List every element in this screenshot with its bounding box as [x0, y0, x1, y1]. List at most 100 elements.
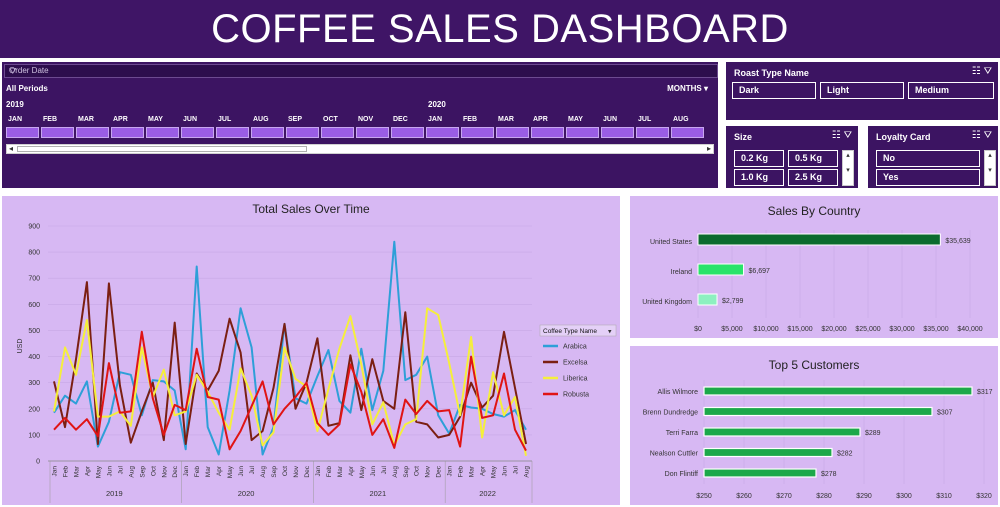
- timeline-level-dropdown[interactable]: MONTHS ▾: [667, 84, 708, 93]
- timeline-month-bar[interactable]: [601, 127, 634, 138]
- multi-select-icon[interactable]: ☷: [831, 130, 841, 141]
- timeline-month-label: MAY: [148, 116, 163, 123]
- year-label: 2022: [479, 489, 496, 498]
- legend-filter-button[interactable]: [539, 324, 617, 337]
- x-tick-label: Aug: [392, 466, 399, 478]
- category-label: Brenn Dundredge: [643, 410, 698, 417]
- chart-title: Sales By Country: [767, 204, 861, 218]
- timeline-month-bar[interactable]: [566, 127, 599, 138]
- timeline-month-label: JAN: [428, 116, 443, 123]
- data-label: $289: [865, 430, 881, 437]
- category-label: United Kingdom: [642, 299, 692, 306]
- x-tick-label: $280: [816, 493, 832, 500]
- timeline-month-bar[interactable]: [286, 127, 319, 138]
- slicer-item-no[interactable]: No: [876, 150, 980, 167]
- timeline-month-bar[interactable]: [146, 127, 179, 138]
- timeline-month-label: OCT: [323, 116, 338, 123]
- x-tick-label: Oct: [414, 466, 421, 476]
- timeline-month-bar[interactable]: [391, 127, 424, 138]
- scrollbar-thumb[interactable]: [17, 146, 307, 152]
- timeline-month-bar[interactable]: [181, 127, 214, 138]
- slicer-scrollbar[interactable]: ▴ ▾: [842, 150, 854, 186]
- x-tick-label: Dec: [436, 465, 443, 477]
- clear-filter-icon[interactable]: ⛛: [983, 130, 992, 141]
- x-tick-label: $290: [856, 493, 872, 500]
- x-tick-label: Jan: [183, 466, 190, 477]
- slicer-item-size[interactable]: 0.2 Kg: [734, 150, 784, 167]
- timeline-month-bar[interactable]: [426, 127, 459, 138]
- chart-title: Top 5 Customers: [768, 358, 860, 372]
- scroll-right-icon[interactable]: ▸: [706, 144, 711, 153]
- y-tick-label: 600: [28, 302, 40, 309]
- timeline-month-bar[interactable]: [531, 127, 564, 138]
- slicer-title: Loyalty Card: [876, 132, 931, 142]
- timeline-level-label: MONTHS: [667, 84, 702, 93]
- x-tick-label: $35,000: [923, 326, 948, 333]
- timeline-month-bar[interactable]: [216, 127, 249, 138]
- slicer-item-size[interactable]: 0.5 Kg: [788, 150, 838, 167]
- timeline-month-bar[interactable]: [41, 127, 74, 138]
- x-tick-label: Nov: [161, 465, 168, 477]
- x-tick-label: Jul: [513, 465, 520, 474]
- timeline-month-label: AUG: [253, 116, 269, 123]
- slicer-item-size[interactable]: 2.5 Kg: [788, 169, 838, 186]
- clear-filter-icon[interactable]: ⛛: [983, 66, 992, 77]
- timeline-month-bar[interactable]: [6, 127, 39, 138]
- timeline-month-label: DEC: [393, 116, 408, 123]
- multi-select-icon[interactable]: ☷: [971, 130, 981, 141]
- slicer-item-light[interactable]: Light: [820, 82, 904, 99]
- x-tick-label: Mar: [337, 465, 344, 477]
- timeline-month-label: FEB: [463, 116, 477, 123]
- multi-select-icon[interactable]: ☷: [971, 66, 981, 77]
- timeline-month-bar[interactable]: [671, 127, 704, 138]
- x-tick-label: Mar: [205, 465, 212, 477]
- year-label: 2019: [106, 489, 123, 498]
- legend-label: Arabica: [563, 344, 587, 351]
- legend-label: Robusta: [563, 392, 589, 399]
- x-tick-label: Apr: [84, 465, 91, 476]
- x-tick-label: Jan: [315, 466, 322, 477]
- size-slicer: Size ☷ ⛛ 0.2 Kg 0.5 Kg 1.0 Kg 2.5 Kg ▴ ▾: [724, 124, 860, 190]
- timeline-month-bar[interactable]: [636, 127, 669, 138]
- timeline-month-bar[interactable]: [496, 127, 529, 138]
- country-bar: [697, 293, 718, 306]
- timeline-month-label: SEP: [288, 116, 303, 123]
- timeline-title: Order Date: [9, 66, 49, 75]
- category-label: Don Flintiff: [665, 471, 698, 478]
- timeline-month-bar[interactable]: [251, 127, 284, 138]
- timeline-month-label: MAR: [78, 116, 94, 123]
- series-line-excelsa: [53, 281, 527, 445]
- x-tick-label: Sep: [139, 466, 146, 478]
- timeline-month-bar[interactable]: [76, 127, 109, 138]
- x-tick-label: Dec: [172, 465, 179, 477]
- order-date-timeline[interactable]: Order Date ⛛ All Periods MONTHS ▾ 2019 2…: [0, 60, 720, 190]
- chart-title: Total Sales Over Time: [252, 202, 370, 216]
- data-label: $35,639: [945, 238, 970, 245]
- scroll-left-icon[interactable]: ◂: [9, 144, 14, 153]
- x-tick-label: Jul: [249, 465, 256, 474]
- slicer-title: Roast Type Name: [734, 68, 809, 78]
- timeline-month-bar[interactable]: [356, 127, 389, 138]
- customer-bar: [703, 447, 833, 458]
- data-label: $278: [821, 471, 837, 478]
- roast-type-slicer: Roast Type Name ☷ ⛛ Dark Light Medium: [724, 60, 1000, 122]
- timeline-scrollbar[interactable]: ◂ ▸: [6, 144, 714, 154]
- slicer-item-size[interactable]: 1.0 Kg: [734, 169, 784, 186]
- slicer-item-yes[interactable]: Yes: [876, 169, 980, 186]
- top-customers-panel: Top 5 Customers $250 $260 $270 $280 $290 $300…: [628, 344, 1000, 507]
- timeline-month-bar[interactable]: [461, 127, 494, 138]
- loyalty-card-slicer: Loyalty Card ☷ ⛛ No Yes ▴ ▾: [866, 124, 1000, 190]
- clear-filter-icon[interactable]: ⛛: [9, 66, 17, 76]
- timeline-month-bar[interactable]: [111, 127, 144, 138]
- timeline-month-bar[interactable]: [321, 127, 354, 138]
- x-tick-label: $320: [976, 493, 992, 500]
- clear-filter-icon[interactable]: ⛛: [843, 130, 852, 141]
- slicer-item-dark[interactable]: Dark: [732, 82, 816, 99]
- x-tick-label: May: [95, 465, 102, 478]
- customer-bar: [703, 427, 861, 437]
- x-tick-label: Apr: [480, 465, 487, 476]
- slicer-scrollbar[interactable]: ▴ ▾: [984, 150, 996, 186]
- x-tick-label: Feb: [326, 466, 333, 478]
- chevron-down-icon: ▾: [703, 84, 708, 93]
- slicer-item-medium[interactable]: Medium: [908, 82, 994, 99]
